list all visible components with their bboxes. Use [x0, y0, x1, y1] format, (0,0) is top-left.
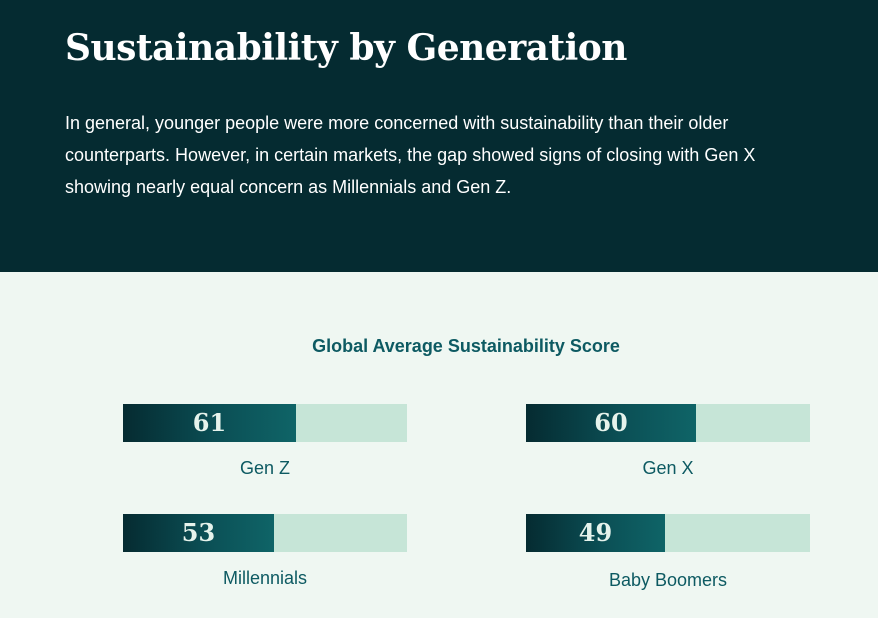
bar-item-gen-x: 60 Gen X: [526, 404, 810, 478]
intro-paragraph: In general, younger people were more con…: [65, 113, 756, 197]
generation-label: Baby Boomers: [608, 570, 728, 590]
generation-label: Gen X: [642, 458, 694, 478]
generation-label: Millennials: [222, 568, 308, 588]
bar-item-millennials: 53 Millennials: [123, 514, 407, 588]
bar-fill: [123, 514, 274, 552]
bar-track: 53: [123, 514, 407, 552]
hero-section: Sustainability by Generation In general,…: [0, 0, 878, 272]
bar-track: 61: [123, 404, 407, 442]
page-title: Sustainability by Generation: [65, 27, 627, 69]
bar-track: 60: [526, 404, 810, 442]
bar-value-label: 53: [181, 518, 216, 547]
bar-value-label: 61: [192, 408, 227, 437]
generation-label: Gen Z: [239, 458, 291, 478]
bar-track: 49: [526, 514, 810, 552]
bar-item-baby-boomers: 49 Baby Boomers: [526, 514, 810, 590]
bar-fill: [526, 514, 665, 552]
bar-fill: [123, 404, 296, 442]
bar-value-label: 60: [594, 408, 628, 437]
chart-panel: [0, 272, 878, 618]
chart-title: Global Average Sustainability Score: [312, 336, 620, 356]
bar-value-label: 49: [578, 518, 613, 547]
bar-fill: [526, 404, 696, 442]
bar-item-gen-z: 61 Gen Z: [123, 404, 407, 478]
